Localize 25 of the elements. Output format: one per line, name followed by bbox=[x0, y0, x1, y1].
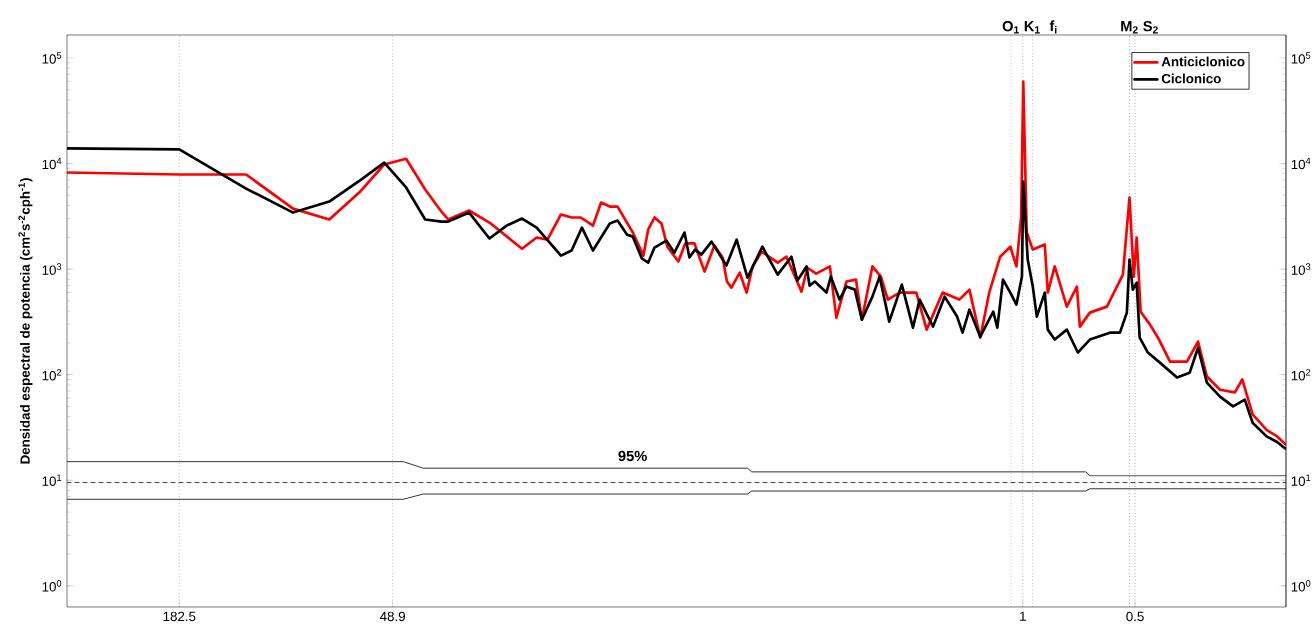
y-tick-label: 10$^{4}$ bbox=[42, 157, 62, 170]
ref-line-label: f$_{i}$ bbox=[1049, 20, 1057, 34]
y-tick-label: 10$^{3}$ bbox=[42, 263, 62, 275]
y-tick-label: 10$^{2}$ bbox=[42, 368, 62, 381]
text: 10$^{2}$ bbox=[1291, 368, 1311, 381]
y-axis-title: Densidad espectral de potencia (cm$^{2}$s$^{-2}$cph$^{-1}$) bbox=[18, 178, 33, 464]
ref-line-label: S$_{2}$ bbox=[1143, 20, 1158, 34]
text: 10$^{3}$ bbox=[1291, 263, 1311, 275]
x-tick-label: 182.5 bbox=[163, 611, 196, 622]
text: 10$^{5}$ bbox=[1291, 52, 1311, 64]
ref-line-label: O$_{1}$ bbox=[1002, 20, 1019, 34]
x-tick-label: 0.5 bbox=[1126, 611, 1144, 622]
annotation: 95% bbox=[618, 450, 647, 462]
x-tick-label: 48.9 bbox=[379, 611, 405, 622]
ref-line-label: K$_{1}$ bbox=[1024, 21, 1040, 34]
x-tick-label: 1 bbox=[1020, 611, 1026, 621]
legend-label: Anticiclonico bbox=[1161, 56, 1245, 67]
ref-line-label: M$_{2}$ bbox=[1121, 21, 1138, 34]
legend-label: Ciclonico bbox=[1161, 73, 1221, 84]
text: 10$^{1}$ bbox=[1291, 474, 1311, 486]
text: 10$^{4}$ bbox=[1291, 157, 1311, 170]
y-tick-label: 10$^{0}$ bbox=[42, 580, 62, 592]
text: 10$^{0}$ bbox=[1291, 580, 1311, 592]
y-tick-label: 10$^{5}$ bbox=[42, 52, 62, 64]
y-tick-label: 10$^{1}$ bbox=[42, 474, 62, 486]
